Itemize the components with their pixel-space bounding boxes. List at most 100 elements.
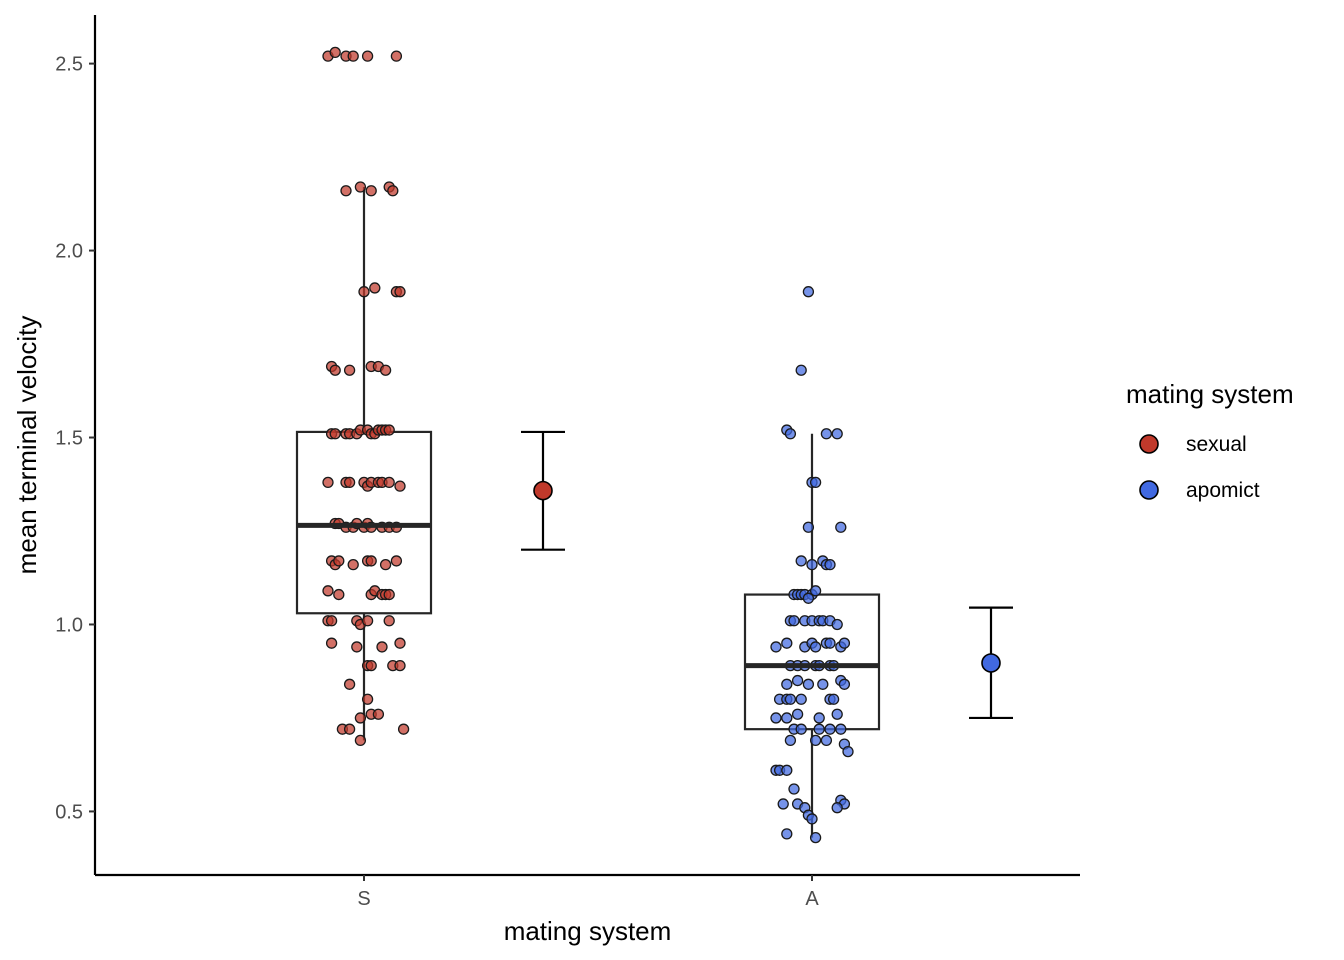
data-point bbox=[329, 364, 341, 376]
data-point bbox=[770, 712, 782, 724]
data-point bbox=[365, 555, 377, 567]
data-point bbox=[372, 708, 385, 720]
data-point bbox=[333, 588, 345, 601]
data-point bbox=[842, 745, 854, 758]
data-point bbox=[343, 476, 356, 489]
data-point bbox=[791, 674, 804, 687]
data-point bbox=[361, 50, 374, 62]
data-point bbox=[835, 723, 847, 735]
data-point bbox=[802, 678, 815, 690]
data-point bbox=[383, 476, 395, 489]
data-point bbox=[781, 712, 793, 724]
data-point bbox=[361, 693, 374, 705]
data-point bbox=[784, 734, 797, 747]
data-point bbox=[397, 723, 410, 735]
data-point bbox=[802, 521, 815, 533]
data-point bbox=[390, 555, 403, 567]
data-point bbox=[365, 185, 377, 197]
legend-entries: sexual apomict bbox=[1139, 433, 1260, 502]
data-point bbox=[817, 678, 829, 690]
data-point bbox=[795, 693, 807, 705]
data-point bbox=[354, 734, 367, 747]
data-point bbox=[343, 364, 356, 376]
data-point bbox=[820, 734, 833, 747]
data-point bbox=[394, 286, 406, 298]
data-point bbox=[831, 618, 843, 631]
data-point bbox=[329, 46, 341, 59]
data-point bbox=[394, 480, 406, 492]
x-axis-title: mating system bbox=[504, 916, 672, 946]
data-point bbox=[781, 764, 793, 776]
data-point bbox=[784, 693, 797, 705]
data-point bbox=[383, 424, 395, 436]
data-point bbox=[777, 798, 789, 810]
data-point bbox=[802, 286, 815, 298]
data-point bbox=[824, 637, 836, 649]
data-point bbox=[379, 364, 392, 376]
data-point bbox=[358, 286, 370, 298]
data-point bbox=[387, 185, 399, 197]
data-point bbox=[831, 708, 843, 720]
data-point bbox=[809, 831, 822, 844]
x-tick-label: S bbox=[357, 888, 370, 910]
y-tick-label: 1.0 bbox=[55, 614, 83, 636]
y-tick-label: 1.5 bbox=[55, 428, 83, 450]
data-point bbox=[827, 693, 840, 705]
data-point bbox=[809, 585, 822, 597]
data-point bbox=[394, 659, 406, 672]
data-point bbox=[369, 282, 381, 294]
data-point bbox=[835, 521, 847, 533]
data-point bbox=[795, 723, 807, 735]
data-point bbox=[770, 641, 782, 653]
x-tick-label: A bbox=[805, 888, 819, 910]
data-point bbox=[351, 641, 363, 653]
data-point bbox=[813, 723, 825, 735]
data-point bbox=[347, 50, 359, 62]
data-point bbox=[383, 588, 395, 601]
data-point bbox=[383, 615, 395, 627]
data-point bbox=[347, 559, 359, 571]
data-point bbox=[322, 476, 334, 489]
y-axis-ticks: 0.5 1.0 1.5 2.0 2.5 bbox=[55, 54, 95, 823]
data-point bbox=[813, 712, 825, 724]
legend-key-sexual bbox=[1139, 434, 1159, 454]
data-point bbox=[795, 555, 807, 567]
data-point bbox=[784, 428, 797, 440]
legend-label-sexual: sexual bbox=[1186, 433, 1247, 456]
data-point bbox=[354, 181, 367, 193]
legend: mating system sexual apomict bbox=[1126, 379, 1294, 502]
mean-point bbox=[533, 480, 553, 501]
data-point bbox=[376, 641, 388, 653]
data-point bbox=[838, 678, 851, 690]
data-point bbox=[394, 637, 406, 649]
data-point bbox=[343, 723, 356, 735]
data-point bbox=[781, 828, 793, 840]
y-tick-label: 0.5 bbox=[55, 801, 83, 823]
series-sexual bbox=[295, 46, 565, 747]
data-point bbox=[838, 637, 851, 649]
data-point bbox=[322, 585, 334, 597]
data-point bbox=[781, 637, 793, 649]
data-point bbox=[831, 428, 843, 440]
legend-label-apomict: apomict bbox=[1186, 479, 1260, 502]
data-point bbox=[379, 559, 392, 571]
data-point bbox=[781, 678, 793, 690]
data-point bbox=[791, 708, 804, 720]
data-point bbox=[365, 659, 377, 672]
data-point bbox=[824, 723, 836, 735]
data-point bbox=[809, 476, 822, 489]
y-tick-label: 2.0 bbox=[55, 241, 83, 263]
data-point bbox=[806, 813, 818, 825]
data-point bbox=[809, 734, 822, 747]
series-apomict bbox=[743, 286, 1013, 844]
mean-point bbox=[981, 653, 1001, 673]
data-point bbox=[788, 615, 800, 627]
data-point bbox=[802, 592, 815, 604]
data-point bbox=[806, 559, 818, 571]
data-point bbox=[390, 50, 403, 62]
data-point bbox=[325, 615, 338, 627]
data-point bbox=[361, 615, 374, 627]
